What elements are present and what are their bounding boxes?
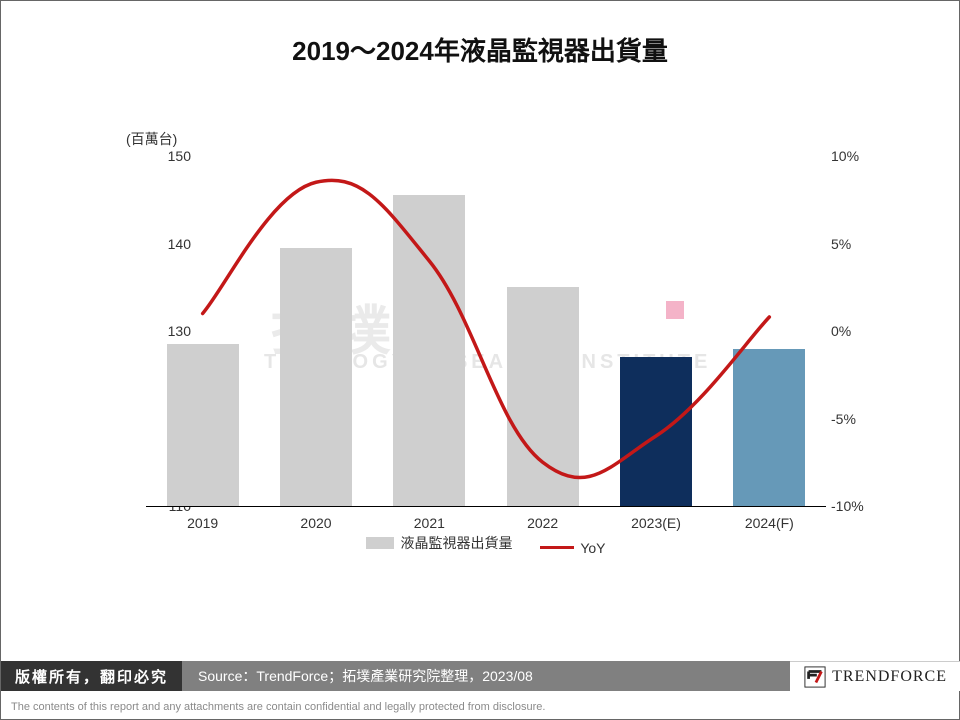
footer-bar: 版權所有，翻印必究 Source：TrendForce；拓墣產業研究院整理，20… (1, 661, 960, 691)
x-tick-label: 2024(F) (724, 515, 814, 531)
x-tick-label: 2021 (384, 515, 474, 531)
source-box: Source：TrendForce；拓墣產業研究院整理，2023/08 (182, 661, 790, 691)
y-right-tick: -5% (831, 411, 881, 427)
y-right-tick: 10% (831, 148, 881, 164)
legend-line-icon (540, 546, 574, 549)
x-tick-label: 2019 (158, 515, 248, 531)
x-tick-label: 2023(E) (611, 515, 701, 531)
copyright-box: 版權所有，翻印必究 (1, 661, 182, 691)
legend-line-label: YoY (580, 540, 605, 556)
y-right-tick: 0% (831, 323, 881, 339)
y-right-tick: -10% (831, 498, 881, 514)
x-tick-label: 2022 (498, 515, 588, 531)
page-root: 拓墣 TOPOLOGY RESEARCH INSTITUTE 2019～2024… (0, 0, 960, 720)
legend-line: YoY (540, 540, 605, 556)
legend: 液晶監視器出貨量 YoY (91, 533, 881, 556)
disclaimer-text: The contents of this report and any atta… (11, 701, 545, 713)
legend-bars-label: 液晶監視器出貨量 (400, 533, 512, 553)
legend-bars: 液晶監視器出貨量 (366, 533, 512, 553)
x-axis-line (146, 506, 826, 507)
logo-box: TRENDFORCE (790, 661, 960, 691)
chart-area: (百萬台) 110120130140150 -10%-5%0%5%10% 201… (91, 121, 881, 551)
x-tick-label: 2020 (271, 515, 361, 531)
trendforce-logo-text: TRENDFORCE (832, 668, 947, 686)
watermark-square-icon (666, 301, 684, 319)
y-left-unit: (百萬台) (126, 129, 177, 149)
chart-title: 2019～2024年液晶監視器出貨量 (1, 31, 959, 68)
legend-swatch-icon (366, 537, 394, 549)
trendforce-logo-icon (804, 666, 826, 688)
y-right-tick: 5% (831, 236, 881, 252)
yoy-line (146, 156, 826, 506)
